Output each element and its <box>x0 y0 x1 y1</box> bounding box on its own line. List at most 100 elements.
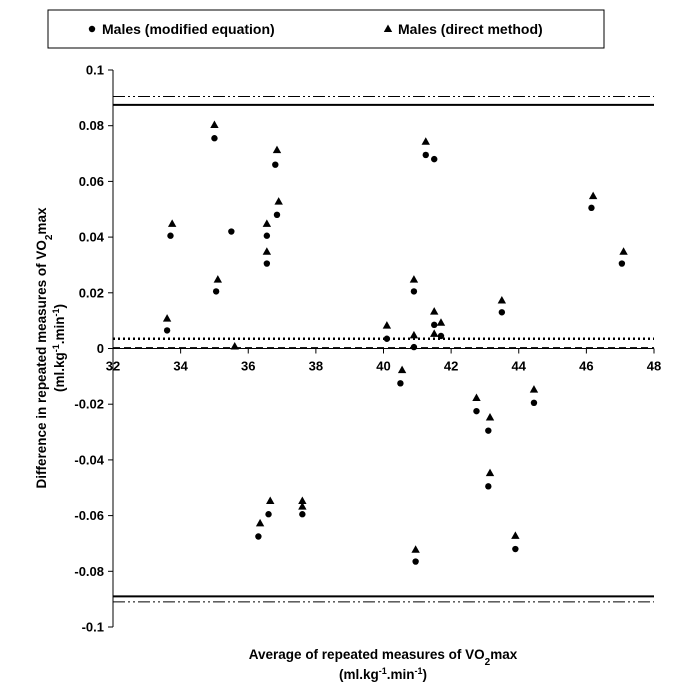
point-modified-equation <box>410 343 418 351</box>
svg-text:(ml.kg-1.min-1): (ml.kg-1.min-1) <box>339 666 427 682</box>
point-direct-method <box>411 545 420 553</box>
point-modified-equation <box>163 327 171 334</box>
point-direct-method <box>619 247 628 255</box>
point-direct-method <box>274 197 283 205</box>
y-axis-ticks: 0.1 0.08 0.06 0.04 0.02 0 -0.02 -0.04 -0.06 -0.08… <box>74 63 113 635</box>
y-tick-label: -0.04 <box>74 452 104 467</box>
point-modified-equation <box>437 332 445 340</box>
y-title-sup2: -1 <box>51 308 61 316</box>
y-tick-label: -0.02 <box>74 397 104 412</box>
x-axis-title: Average of repeated measures of VO2max (… <box>249 647 518 682</box>
point-modified-equation <box>422 151 429 159</box>
point-direct-method <box>213 275 223 283</box>
x-tick-label: 38 <box>309 359 323 374</box>
point-direct-method <box>397 365 407 374</box>
x-title-line2-end: ) <box>423 667 428 682</box>
x-tick-label: 42 <box>444 359 458 374</box>
y-title-line2: (ml.kg <box>52 352 67 392</box>
point-modified-equation <box>263 232 271 239</box>
point-direct-method <box>298 502 307 510</box>
point-direct-method <box>210 120 219 129</box>
point-direct-method <box>162 314 172 322</box>
y-tick-label: 0 <box>97 341 104 356</box>
point-modified-equation <box>431 321 438 329</box>
y-title-line1-end: max <box>34 207 49 235</box>
point-direct-method <box>497 296 507 304</box>
point-direct-method <box>382 321 392 329</box>
point-modified-equation <box>473 407 480 415</box>
data-markers <box>162 120 628 565</box>
x-axis-ticks: 32 34 36 38 40 42 44 46 48 <box>106 348 661 374</box>
legend: Males (modified equation) Males (direct … <box>47 9 605 49</box>
x-tick-label: 36 <box>241 359 255 374</box>
point-direct-method <box>266 496 275 505</box>
point-modified-equation <box>272 161 279 168</box>
reference-lines <box>113 95 654 603</box>
x-tick-label: 40 <box>376 359 390 374</box>
point-modified-equation <box>485 483 492 490</box>
point-direct-method <box>472 393 481 401</box>
x-tick-label: 34 <box>173 359 188 374</box>
point-direct-method <box>409 275 419 283</box>
y-tick-label: -0.1 <box>82 620 104 635</box>
x-tick-label: 48 <box>647 359 661 374</box>
y-title-sup1: -1 <box>51 344 61 352</box>
x-title-line1-end: max <box>490 647 518 662</box>
x-title-line1: Average of repeated measures of VO <box>249 647 485 662</box>
x-tick-label: 32 <box>106 359 120 374</box>
y-tick-label: 0.04 <box>79 230 105 245</box>
legend-triangle-marker <box>383 24 393 32</box>
svg-text:Difference in repeated measure: Difference in repeated measures of VO2ma… <box>34 207 55 488</box>
point-direct-method <box>430 329 439 337</box>
y-title-mid: .min <box>52 316 67 344</box>
y-tick-label: 0.06 <box>79 174 104 189</box>
legend-label-direct-method: Males (direct method) <box>398 21 543 37</box>
y-axis-title: Difference in repeated measures of VO2ma… <box>34 207 67 488</box>
point-modified-equation <box>212 288 220 295</box>
svg-text:(ml.kg-1.min-1): (ml.kg-1.min-1) <box>51 304 67 392</box>
point-direct-method <box>511 531 520 539</box>
legend-box <box>47 9 605 49</box>
point-modified-equation <box>273 211 281 219</box>
point-modified-equation <box>588 204 595 212</box>
point-direct-method <box>588 191 598 200</box>
point-modified-equation <box>211 135 218 142</box>
legend-circle-marker <box>88 25 96 33</box>
point-direct-method <box>409 330 419 339</box>
point-modified-equation <box>383 335 391 342</box>
y-tick-label: 0.08 <box>79 118 104 133</box>
point-direct-method <box>262 219 272 227</box>
point-direct-method <box>485 412 495 421</box>
point-modified-equation <box>512 545 519 553</box>
point-modified-equation <box>228 228 235 235</box>
point-modified-equation <box>410 288 418 295</box>
point-modified-equation <box>397 380 404 387</box>
svg-text:Average of repeated measures o: Average of repeated measures of VO2max <box>249 647 518 668</box>
point-direct-method <box>436 318 446 326</box>
point-direct-method <box>298 496 307 505</box>
point-direct-method <box>430 307 439 315</box>
point-direct-method <box>167 219 177 227</box>
x-title-sup1: -1 <box>379 666 387 676</box>
legend-label-modified-equation: Males (modified equation) <box>102 21 275 37</box>
point-modified-equation <box>485 427 492 434</box>
y-tick-label: -0.06 <box>74 508 104 523</box>
point-modified-equation <box>618 260 626 267</box>
point-direct-method <box>421 137 430 145</box>
y-tick-label: -0.08 <box>74 564 104 579</box>
point-modified-equation <box>299 511 306 518</box>
y-tick-label: 0.02 <box>79 285 104 300</box>
x-title-sub: 2 <box>485 657 491 668</box>
x-title-line2: (ml.kg <box>339 667 379 682</box>
x-tick-label: 44 <box>512 359 527 374</box>
point-direct-method <box>262 247 272 255</box>
x-title-sup2: -1 <box>415 666 423 676</box>
y-title-line2-end: ) <box>52 304 67 309</box>
point-direct-method <box>255 518 265 527</box>
y-tick-label: 0.1 <box>86 63 104 78</box>
axes: 0.1 0.08 0.06 0.04 0.02 0 -0.02 -0.04 -0.06 -0.08… <box>74 63 661 635</box>
point-direct-method <box>272 145 282 154</box>
point-modified-equation <box>431 155 438 163</box>
x-tick-label: 46 <box>579 359 593 374</box>
